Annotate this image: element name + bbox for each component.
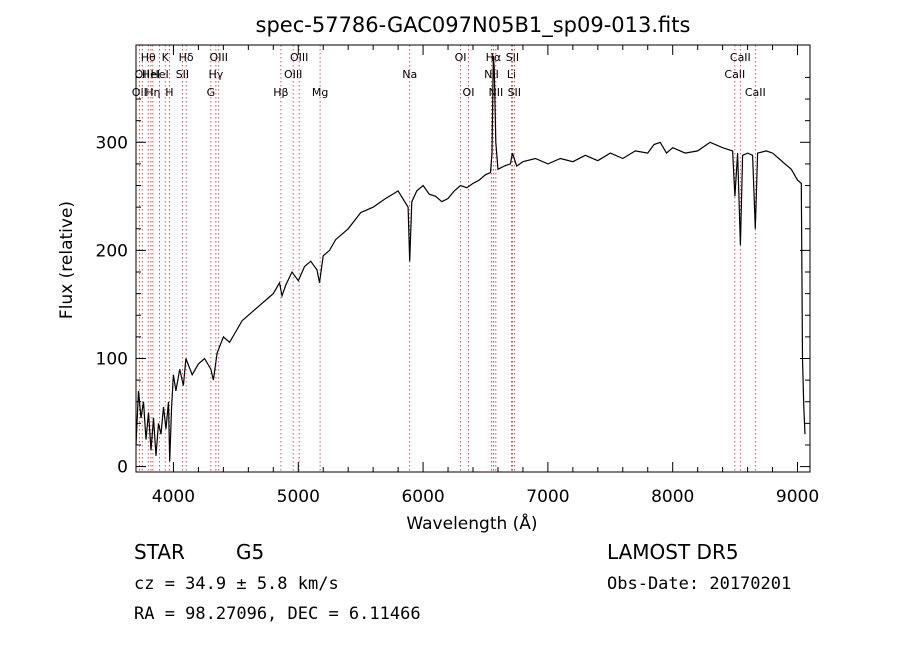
coordinates-readout: RA = 98.27096, DEC = 6.11466 (134, 604, 421, 624)
line-marker-label: Hθ (141, 51, 156, 64)
plot-frame (135, 44, 811, 473)
obs-date: Obs-Date: 20170201 (607, 574, 792, 594)
line-marker-label: K (162, 51, 170, 64)
line-marker-label: OIII (284, 68, 302, 81)
x-tick-label: 5000 (277, 487, 320, 507)
y-axis-label: Flux (relative) (57, 201, 77, 319)
line-marker-label: Mg (312, 86, 328, 99)
line-marker-label: OI (463, 86, 475, 99)
line-marker-label: CaII (730, 51, 751, 64)
line-marker-label: H (165, 86, 173, 99)
object-class: STAR (134, 540, 185, 564)
chart-title: spec-57786-GAC097N05B1_sp09-013.fits (256, 13, 691, 38)
line-marker-label: CaII (745, 86, 766, 99)
y-tick-label: 200 (96, 241, 128, 261)
line-marker-label: OIII (290, 51, 308, 64)
line-marker-label: HeI (142, 68, 160, 81)
x-tick-label: 8000 (651, 487, 694, 507)
line-marker-label: Na (402, 68, 417, 81)
line-marker-label: SII (506, 51, 519, 64)
x-tick-label: 9000 (776, 487, 819, 507)
object-subclass: G5 (236, 540, 265, 564)
y-tick-label: 0 (117, 458, 128, 478)
line-marker-label: OIII (210, 51, 228, 64)
x-tick-label: 7000 (526, 487, 569, 507)
line-marker-label: Li (507, 68, 516, 81)
line-marker-label: Hη (145, 86, 160, 99)
spectrum-series-line (135, 55, 806, 462)
survey-name: LAMOST DR5 (607, 540, 739, 564)
x-tick-label: 4000 (152, 487, 195, 507)
y-tick-label: 300 (96, 133, 128, 153)
line-marker-label: OI (455, 51, 467, 64)
redshift-readout: cz = 34.9 ± 5.8 km/s (134, 574, 339, 594)
line-marker-label: CaII (724, 68, 745, 81)
x-tick-label: 6000 (401, 487, 444, 507)
line-marker-label: NII (484, 68, 499, 81)
line-marker-label: SII (176, 68, 189, 81)
line-marker-label: Hβ (273, 86, 288, 99)
line-marker-label: SII (508, 86, 521, 99)
line-marker-label: NII (488, 86, 503, 99)
x-axis-label: Wavelength (Å) (406, 512, 537, 534)
y-tick-label: 100 (96, 349, 128, 369)
line-marker-label: Hγ (208, 68, 223, 81)
line-marker-label: HeI (150, 68, 168, 81)
line-marker-label: G (207, 86, 216, 99)
line-marker-label: Hδ (179, 51, 194, 64)
